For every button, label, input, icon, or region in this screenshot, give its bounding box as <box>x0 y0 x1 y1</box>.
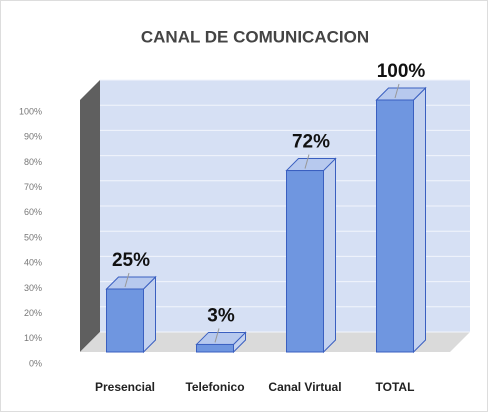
label-leader <box>214 328 220 343</box>
bar <box>106 288 144 353</box>
y-tick-label: 90% <box>24 132 42 142</box>
bar <box>286 170 324 353</box>
y-tick-label: 100% <box>19 106 42 116</box>
label-leader <box>124 272 130 288</box>
value-label: 3% <box>207 305 235 326</box>
y-tick-label: 60% <box>24 207 42 217</box>
bar-side <box>143 275 156 354</box>
y-tick-label: 80% <box>24 157 42 167</box>
y-tick-label: 20% <box>24 308 42 318</box>
label-leader <box>304 154 310 169</box>
bar-side <box>323 157 336 354</box>
y-tick-label: 70% <box>24 182 42 192</box>
chart-title: CANAL DE COMUNICACION <box>141 27 369 46</box>
label-leader <box>394 83 400 99</box>
x-tick-label: Canal Virtual <box>268 380 341 394</box>
floor <box>80 332 470 352</box>
value-label: 72% <box>292 132 330 153</box>
x-tick-label: Telefonico <box>185 380 244 394</box>
y-tick-label: 50% <box>24 232 42 242</box>
y-tick-label: 40% <box>24 258 42 268</box>
x-tick-label: TOTAL <box>376 380 415 394</box>
bar-side <box>413 86 426 354</box>
bar <box>196 343 234 353</box>
y-tick-label: 0% <box>29 358 42 368</box>
value-label: 25% <box>112 250 150 271</box>
side-wall <box>80 80 100 352</box>
y-tick-label: 10% <box>24 333 42 343</box>
bar <box>376 99 414 353</box>
y-tick-label: 30% <box>24 283 42 293</box>
value-label: 100% <box>377 61 426 82</box>
x-tick-label: Presencial <box>95 380 155 394</box>
